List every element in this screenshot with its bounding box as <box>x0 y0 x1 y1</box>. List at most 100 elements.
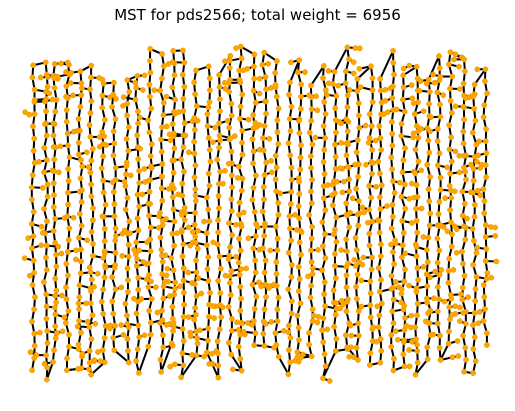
mst-node <box>295 288 302 295</box>
mst-node <box>390 47 396 54</box>
mst-node <box>287 201 294 207</box>
mst-node <box>308 165 314 171</box>
mst-node <box>88 98 95 105</box>
mst-node <box>457 304 463 311</box>
mst-node <box>113 96 119 102</box>
mst-node <box>390 320 397 327</box>
mst-node <box>425 310 431 316</box>
mst-node <box>273 342 280 348</box>
mst-node <box>414 265 421 271</box>
mst-node <box>181 168 187 175</box>
mst-node <box>446 122 452 128</box>
mst-node <box>413 336 419 342</box>
mst-node <box>68 69 74 76</box>
mst-node <box>100 286 106 293</box>
mst-node <box>401 108 408 115</box>
mst-node <box>253 172 259 179</box>
mst-node <box>378 182 385 189</box>
mst-node <box>215 374 222 381</box>
mst-node <box>87 169 94 176</box>
mst-node <box>124 336 131 342</box>
mst-node <box>374 303 381 310</box>
mst-node <box>179 326 186 332</box>
mst-node <box>355 100 362 107</box>
mst-node <box>79 163 86 170</box>
mst-node <box>413 285 420 292</box>
mst-node <box>446 328 452 335</box>
mst-node <box>415 158 422 165</box>
mst-node <box>228 172 235 179</box>
mst-node <box>425 186 432 192</box>
mst-node <box>377 206 384 212</box>
mst-node <box>399 217 406 224</box>
mst-node <box>475 152 481 159</box>
mst-node <box>175 191 181 198</box>
mst-node <box>251 51 258 58</box>
mst-node <box>308 235 315 242</box>
mst-node <box>55 169 62 176</box>
mst-node <box>308 106 315 112</box>
mst-node <box>157 320 164 326</box>
mst-node <box>484 330 490 336</box>
mst-node <box>378 300 385 307</box>
mst-node <box>99 213 106 220</box>
mst-node <box>179 350 186 356</box>
mst-node <box>79 85 85 91</box>
mst-node <box>422 318 429 325</box>
mst-node <box>181 217 188 223</box>
mst-node <box>159 51 165 57</box>
mst-node <box>340 178 347 185</box>
mst-node <box>353 247 360 253</box>
mst-node <box>102 117 108 123</box>
mst-node <box>426 88 433 95</box>
mst-node <box>171 157 177 163</box>
mst-node <box>125 289 131 295</box>
mst-node <box>234 175 241 181</box>
mst-node <box>160 295 167 302</box>
mst-node <box>179 226 185 233</box>
mst-node <box>167 363 173 370</box>
mst-node <box>377 194 383 200</box>
mst-node <box>171 218 178 225</box>
mst-node <box>321 171 328 177</box>
mst-node <box>191 115 198 121</box>
mst-node <box>66 154 73 161</box>
mst-node <box>411 111 418 117</box>
mst-node <box>138 296 145 302</box>
mst-node <box>399 96 406 103</box>
mst-node <box>437 113 444 120</box>
mst-node <box>426 101 432 107</box>
mst-node <box>266 135 273 142</box>
mst-node <box>458 291 464 298</box>
mst-node <box>52 275 59 282</box>
mst-node <box>159 252 165 259</box>
mst-node <box>100 310 106 317</box>
mst-node <box>272 152 279 159</box>
mst-node <box>355 357 361 363</box>
mst-node <box>207 158 214 165</box>
mst-node <box>344 248 350 255</box>
mst-edge <box>322 350 337 379</box>
mst-node <box>332 105 339 112</box>
mst-node <box>352 263 359 269</box>
mst-node <box>195 228 201 234</box>
mst-node <box>42 121 48 127</box>
mst-node <box>43 376 50 383</box>
mst-node <box>239 320 245 327</box>
mst-node <box>348 332 355 339</box>
mst-node <box>343 200 350 207</box>
mst-node <box>78 92 85 98</box>
mst-node <box>233 221 239 228</box>
mst-node <box>356 210 363 217</box>
mst-node <box>392 240 399 247</box>
mst-node <box>158 148 165 155</box>
mst-node <box>298 93 304 100</box>
mst-node <box>181 120 188 126</box>
mst-node <box>146 188 153 195</box>
mst-node <box>273 259 280 265</box>
mst-node <box>297 300 304 307</box>
mst-node <box>86 122 93 128</box>
mst-node <box>289 298 295 305</box>
mst-node <box>250 148 257 155</box>
mst-node <box>75 116 82 122</box>
